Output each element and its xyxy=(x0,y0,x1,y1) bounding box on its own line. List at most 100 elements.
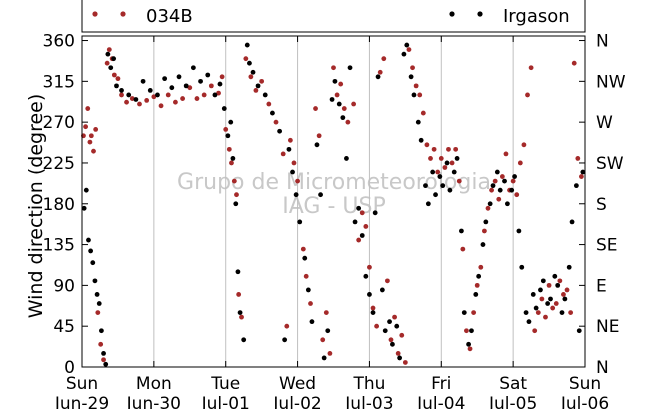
data-point-irgason xyxy=(277,128,283,134)
data-point-irgason xyxy=(367,292,372,297)
data-point-034b xyxy=(137,101,142,107)
x-tick-label-date: Jun-30 xyxy=(126,394,181,409)
data-point-irgason xyxy=(133,97,139,102)
right-tick-label: SW xyxy=(596,154,624,174)
data-point-034b xyxy=(93,127,99,132)
data-point-034b xyxy=(334,92,340,98)
data-point-034b xyxy=(280,151,286,157)
data-point-034b xyxy=(248,74,254,80)
data-point-irgason xyxy=(423,183,428,189)
data-point-irgason xyxy=(119,88,124,93)
data-point-irgason xyxy=(344,156,349,161)
data-point-034b xyxy=(460,246,466,252)
data-point-irgason xyxy=(217,81,223,87)
data-point-034b xyxy=(557,278,563,284)
data-point-034b xyxy=(106,47,112,53)
data-point-034b xyxy=(395,350,401,356)
legend-marker-irgason xyxy=(477,11,483,17)
plot-area-frame xyxy=(81,35,586,368)
data-point-034b xyxy=(442,165,448,170)
data-point-irgason xyxy=(394,323,400,329)
data-point-irgason xyxy=(221,106,227,111)
legend: 034B Irgason xyxy=(81,0,586,33)
data-point-irgason xyxy=(340,115,346,121)
data-point-irgason xyxy=(504,201,510,207)
legend-label-034b: 034B xyxy=(146,6,193,27)
data-point-034b xyxy=(564,287,570,293)
data-point-034b xyxy=(402,360,408,365)
data-point-irgason xyxy=(293,192,299,198)
data-point-034b xyxy=(428,156,433,161)
data-point-034b xyxy=(338,81,344,87)
data-point-034b xyxy=(579,174,584,179)
y-tick-label: 270 xyxy=(43,113,75,133)
data-point-irgason xyxy=(480,242,486,247)
watermark-line-1: Grupo de Micrometeorologia xyxy=(177,170,491,195)
data-point-034b xyxy=(561,292,566,297)
data-point-034b xyxy=(219,74,225,80)
data-point-irgason xyxy=(147,88,153,93)
data-point-irgason xyxy=(573,183,579,189)
data-point-034b xyxy=(273,119,279,125)
data-point-034b xyxy=(374,323,380,329)
x-tick-label-date: Jul-06 xyxy=(560,394,609,409)
data-point-irgason xyxy=(183,83,189,89)
data-point-irgason xyxy=(230,156,236,161)
data-point-irgason xyxy=(545,301,551,306)
data-point-irgason xyxy=(352,219,358,225)
data-point-034b xyxy=(223,127,229,132)
data-point-irgason xyxy=(318,192,323,198)
data-point-034b xyxy=(525,92,530,98)
data-point-irgason xyxy=(461,310,467,315)
data-point-irgason xyxy=(111,56,117,62)
data-point-034b xyxy=(431,146,437,152)
data-point-irgason xyxy=(325,328,331,334)
data-point-irgason xyxy=(433,192,438,198)
x-tick-label-day: Mon xyxy=(136,374,172,394)
data-point-irgason xyxy=(466,341,471,347)
data-point-irgason xyxy=(225,133,231,139)
data-point-034b xyxy=(532,328,538,334)
data-point-irgason xyxy=(401,51,407,57)
data-point-irgason xyxy=(290,169,295,175)
data-point-034b xyxy=(165,92,171,98)
data-point-irgason xyxy=(494,169,500,175)
data-point-034b xyxy=(351,101,357,107)
data-point-irgason xyxy=(88,248,94,254)
data-point-034b xyxy=(356,237,362,243)
data-point-034b xyxy=(499,174,505,179)
data-point-034b xyxy=(517,160,523,166)
data-point-irgason xyxy=(576,328,582,334)
data-point-034b xyxy=(384,278,390,284)
data-point-irgason xyxy=(244,42,250,48)
data-point-034b xyxy=(87,139,93,145)
data-point-irgason xyxy=(509,187,515,193)
data-point-034b xyxy=(478,264,484,270)
data-point-034b xyxy=(392,314,397,320)
data-point-irgason xyxy=(321,355,327,361)
right-tick-label: E xyxy=(596,276,607,296)
data-point-034b xyxy=(467,346,473,352)
data-point-irgason xyxy=(490,183,496,189)
data-point-034b xyxy=(291,160,297,166)
data-point-irgason xyxy=(190,65,196,71)
data-point-irgason xyxy=(404,42,410,48)
data-point-irgason xyxy=(372,210,378,216)
data-point-034b xyxy=(406,47,412,53)
data-point-irgason xyxy=(336,101,342,107)
y-tick-label: 135 xyxy=(43,236,75,256)
x-tick-label-date: Jul-05 xyxy=(488,394,537,409)
data-point-034b xyxy=(474,282,480,288)
y-tick-label: 180 xyxy=(43,195,75,215)
data-point-034b xyxy=(300,246,306,252)
data-point-irgason xyxy=(228,119,234,125)
data-point-irgason xyxy=(94,292,100,297)
data-point-irgason xyxy=(103,361,109,367)
x-tick-label-day: Sat xyxy=(499,374,527,394)
right-axis: N NE E SE S SW W NW N xyxy=(579,32,626,378)
data-point-034b xyxy=(308,301,313,306)
data-point-034b xyxy=(492,178,498,184)
data-point-irgason xyxy=(569,219,575,225)
data-point-irgason xyxy=(375,74,381,80)
data-point-irgason xyxy=(562,296,568,302)
